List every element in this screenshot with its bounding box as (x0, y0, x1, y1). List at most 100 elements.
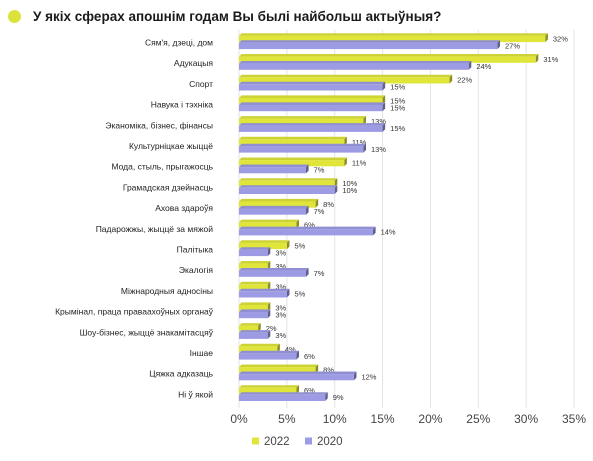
bar-side-face (267, 261, 271, 270)
bar-top-face (239, 164, 309, 168)
bar-top-face (239, 364, 319, 368)
bar-top-face (239, 219, 300, 223)
bar-2020 (239, 208, 306, 215)
bar-2022 (239, 56, 536, 63)
data-label: 15% (390, 96, 405, 105)
bar-2020 (239, 146, 364, 153)
bar-2020 (239, 270, 306, 277)
bar-2020 (239, 249, 268, 257)
category-label: Цяжка адказаць (149, 369, 213, 379)
data-label: 15% (390, 124, 405, 133)
bar-side-face (267, 309, 271, 319)
data-label: 6% (304, 352, 315, 361)
bar-2020 (239, 105, 383, 112)
bar-top-face (239, 323, 261, 326)
bar-2022 (239, 180, 335, 187)
bar-side-face (267, 281, 271, 291)
bar-side-face (315, 364, 319, 374)
category-label: Адукацыя (174, 58, 213, 68)
bar-2022 (239, 77, 450, 84)
category-label: Мода, стыль, прыгажосць (111, 162, 213, 172)
bar-2022 (239, 263, 268, 270)
legend-swatch-2020 (305, 437, 312, 445)
bar-side-face (315, 198, 319, 208)
bar-top-face (239, 116, 367, 119)
bar-side-face (296, 350, 300, 360)
bar-2022 (239, 222, 297, 229)
bar-side-face (334, 178, 338, 187)
data-label: 11% (352, 159, 367, 168)
data-label: 15% (390, 83, 405, 92)
x-tick-label: 35% (562, 412, 586, 426)
data-label: 31% (543, 55, 558, 64)
bar-2020 (239, 187, 335, 194)
bar-top-face (239, 102, 386, 105)
data-label: 14% (381, 228, 396, 237)
bar-2022 (239, 284, 268, 291)
legend-label: 2022 (264, 436, 290, 448)
category-label: Навука і тэхніка (151, 100, 214, 110)
x-tick-label: 25% (466, 412, 490, 426)
bar-side-face (296, 385, 300, 394)
category-label: Падарожжы, жыццё за мяжой (96, 224, 214, 234)
legend-label: 2020 (317, 436, 343, 448)
category-label: Грамадская дзейнасць (123, 182, 214, 192)
data-label: 5% (294, 290, 305, 299)
category-label: Палітыка (177, 245, 214, 255)
category-label: Экалогія (179, 265, 214, 275)
bar-top-face (239, 261, 271, 264)
data-label: 32% (553, 34, 568, 43)
bar-2020 (239, 63, 469, 70)
data-label: 13% (371, 117, 386, 126)
data-label: 2% (266, 324, 277, 333)
bar-2020 (239, 42, 498, 50)
x-tick-label: 20% (418, 412, 442, 426)
bar-2020 (239, 84, 383, 91)
bar-2020 (239, 291, 287, 298)
bar-top-face (239, 61, 472, 64)
bar-side-face (382, 102, 386, 112)
bar-top-face (239, 302, 271, 305)
data-label: 15% (390, 103, 405, 112)
bar-top-face (239, 81, 386, 85)
bullet-dot-icon (8, 9, 21, 23)
bar-side-face (382, 81, 386, 91)
bar-top-face (239, 371, 357, 375)
bar-side-face (325, 392, 328, 401)
bar-top-face (239, 33, 548, 36)
bar-2022 (239, 201, 316, 208)
bar-top-face (239, 74, 453, 78)
bar-2020 (239, 229, 373, 236)
bar-2022 (239, 98, 383, 105)
bar-2022 (239, 325, 259, 332)
bar-top-face (239, 240, 290, 243)
bar-side-face (545, 33, 548, 43)
data-label: 3% (275, 248, 286, 257)
bar-top-face (239, 288, 290, 292)
bar-side-face (258, 323, 261, 332)
bar-2022 (239, 305, 268, 312)
data-label: 6% (304, 221, 315, 230)
bar-top-face (239, 54, 539, 57)
bar-2020 (239, 374, 354, 381)
data-label: 7% (314, 269, 325, 278)
data-label: 11% (352, 138, 367, 147)
bar-side-face (306, 205, 309, 215)
bar-top-face (239, 136, 347, 140)
bar-top-face (239, 247, 271, 250)
bar-top-face (239, 143, 367, 147)
data-label: 5% (294, 241, 305, 250)
bar-side-face (344, 136, 347, 146)
category-label: Культурніцкае жыццё (129, 141, 213, 151)
bar-2022 (239, 346, 278, 353)
legend-swatch-2022 (252, 437, 259, 445)
chart-header: У якіх сферах апошнім годам Вы былі найб… (8, 4, 588, 28)
bar-side-face (382, 123, 386, 132)
x-tick-label: 0% (230, 412, 248, 426)
bar-top-face (239, 343, 280, 347)
bar-side-face (363, 116, 367, 125)
data-label: 8% (323, 200, 334, 209)
chart-area: Сям'я, дзеці, дом 32% 27% Адукацыя 31% 24% Спо… (0, 28, 593, 461)
bar-side-face (468, 61, 472, 70)
bar-side-face (286, 288, 290, 298)
